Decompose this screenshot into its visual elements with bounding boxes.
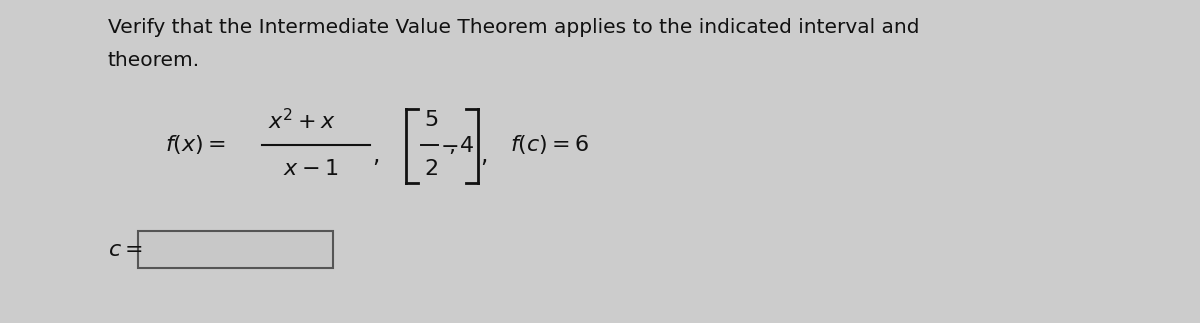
Text: $f(c) = 6$: $f(c) = 6$: [510, 133, 589, 157]
Text: $5$: $5$: [424, 110, 438, 130]
Text: $c =$: $c =$: [108, 240, 143, 260]
Text: $, 4$: $, 4$: [448, 134, 474, 156]
Text: theorem.: theorem.: [108, 51, 200, 70]
Bar: [138, 231, 334, 268]
Text: ,: ,: [372, 143, 379, 167]
Text: $2$: $2$: [424, 159, 438, 179]
Text: $x^2 + x$: $x^2 + x$: [268, 109, 336, 134]
Text: $f(x) =$: $f(x) =$: [166, 133, 226, 157]
Text: ,: ,: [480, 143, 487, 167]
Text: Verify that the Intermediate Value Theorem applies to the indicated interval and: Verify that the Intermediate Value Theor…: [108, 18, 919, 37]
Text: $-$: $-$: [440, 135, 458, 155]
Text: $x - 1$: $x - 1$: [283, 159, 338, 179]
